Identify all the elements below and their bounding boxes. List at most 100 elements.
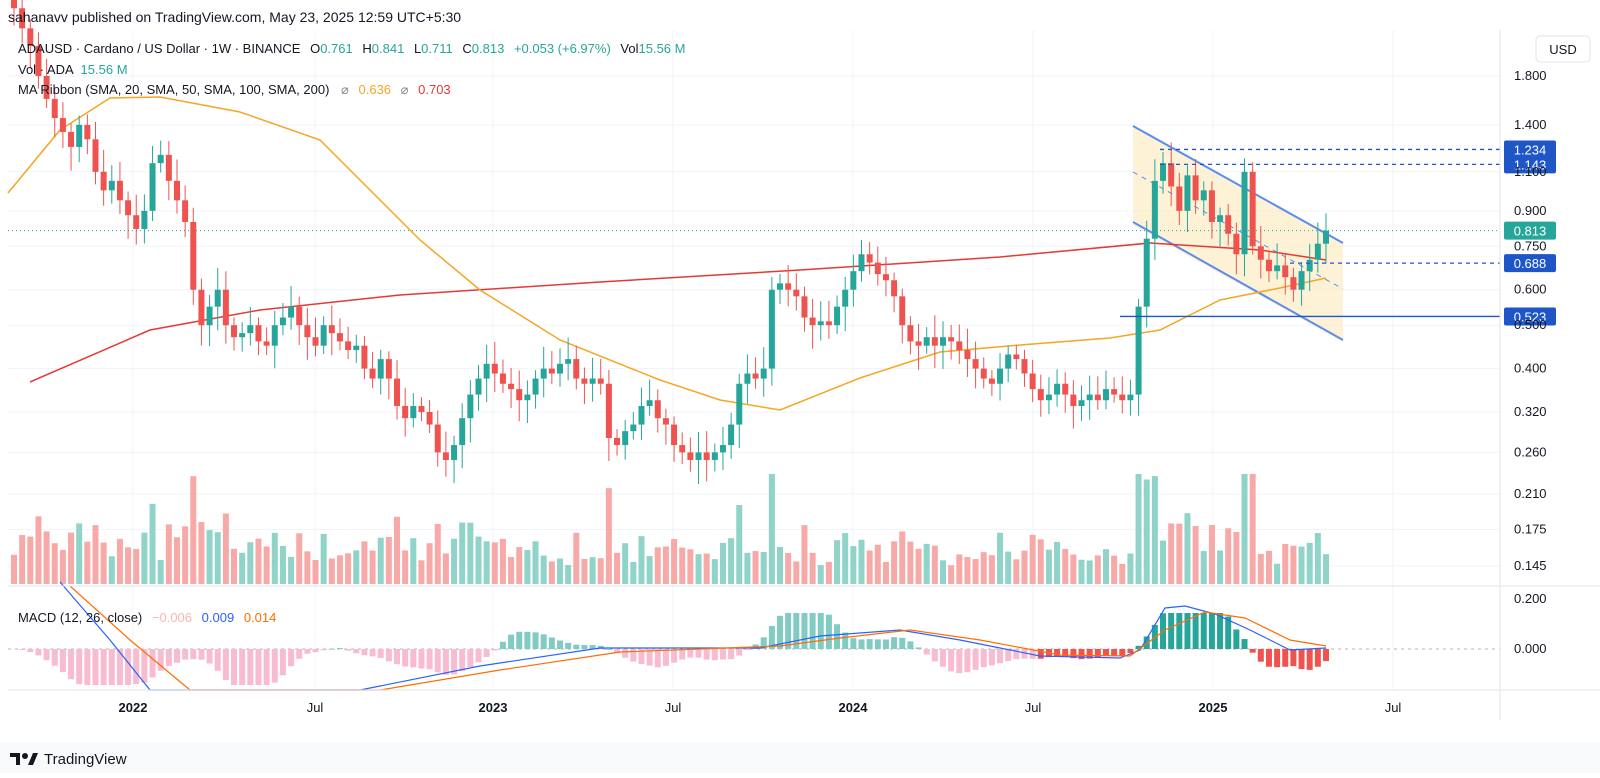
volume-legend[interactable]: Vol · ADA 15.56 M	[18, 62, 128, 77]
candle-body	[972, 359, 979, 369]
candle-body	[817, 321, 824, 326]
macd-bar	[1005, 649, 1012, 662]
candle	[1135, 298, 1142, 416]
macd-bar	[687, 649, 694, 658]
candle-body	[1323, 230, 1329, 244]
candle	[760, 347, 767, 397]
volume-bar	[1208, 524, 1215, 584]
macd-legend[interactable]: MACD (12, 26, close) −0.006 0.009 0.014	[18, 610, 276, 625]
macd-bar	[777, 615, 784, 649]
macd-bar	[980, 649, 987, 668]
macd-signal-value: 0.014	[244, 610, 277, 625]
candle-body	[1298, 271, 1305, 290]
macd-bar	[972, 649, 979, 670]
volume-bar	[451, 538, 458, 584]
macd-bar	[834, 624, 841, 649]
candle	[459, 403, 466, 469]
candle	[1241, 158, 1248, 277]
candle-body	[1257, 246, 1264, 260]
macd-bar	[825, 614, 832, 649]
candle	[1070, 380, 1077, 429]
macd-bar	[304, 649, 311, 654]
candle-body	[475, 378, 482, 395]
volume-bar	[581, 558, 588, 584]
candle-body	[679, 445, 686, 453]
tradingview-logo[interactable]: TradingView	[8, 749, 208, 769]
macd-bar	[1200, 613, 1207, 649]
macd-bar	[939, 649, 946, 667]
macd-bar	[157, 649, 164, 671]
y-tick-label: 0.750	[1514, 238, 1547, 253]
candle-body	[27, 28, 34, 47]
volume-bar	[1290, 545, 1297, 584]
volume-bar	[385, 536, 392, 584]
volume-bar	[1168, 523, 1175, 584]
macd-bar	[1168, 613, 1175, 649]
macd-bar	[459, 649, 466, 672]
macd-bar	[312, 649, 319, 653]
channel-upper	[1132, 125, 1344, 244]
candle	[687, 437, 694, 472]
candle-body	[369, 368, 376, 379]
candle-body	[736, 383, 743, 425]
candle	[353, 334, 360, 363]
candle-body	[1111, 389, 1118, 395]
volume-bar	[711, 559, 718, 584]
macd-bar	[899, 637, 906, 649]
symbol-line[interactable]: ADAUSD · Cardano / US Dollar · 1W · BINA…	[18, 41, 685, 56]
macd-pane	[8, 581, 1500, 691]
candle	[483, 344, 490, 402]
x-tick-label: 2023	[479, 700, 508, 715]
candle-body	[980, 368, 987, 379]
candle-body	[662, 418, 669, 425]
candle	[622, 419, 629, 460]
ma-ribbon-legend[interactable]: MA Ribbon (SMA, 20, SMA, 50, SMA, 100, S…	[18, 82, 451, 97]
y-tick-label: 0.175	[1514, 521, 1547, 536]
candle	[198, 278, 205, 346]
candle	[565, 337, 572, 381]
y-tick-label: 0.210	[1514, 486, 1547, 501]
volume-bar	[638, 536, 645, 584]
candle	[247, 306, 254, 346]
candle	[939, 321, 946, 370]
volume-bar	[809, 552, 816, 584]
candle-body	[467, 394, 474, 419]
volume-bar	[622, 543, 629, 584]
candle-body	[190, 221, 197, 290]
volume-bar	[1176, 523, 1183, 584]
volume-bar	[1233, 531, 1240, 584]
candle	[597, 358, 604, 395]
candle-body	[1208, 190, 1215, 222]
macd-bar	[418, 649, 425, 669]
candle	[320, 316, 327, 354]
macd-bar	[964, 649, 971, 673]
macd-bar	[1143, 636, 1150, 649]
macd-bar	[597, 645, 604, 649]
macd-bar	[801, 613, 808, 649]
volume-bar	[931, 545, 938, 584]
volume-bar	[149, 503, 156, 584]
volume-bar	[141, 532, 148, 584]
candle-body	[524, 394, 531, 401]
volume-bar	[874, 544, 881, 584]
currency-button[interactable]: USD	[1535, 35, 1591, 63]
candle-body	[92, 139, 99, 172]
macd-bar	[662, 649, 669, 666]
volume-bar	[418, 560, 425, 584]
candle	[1225, 203, 1232, 246]
candle	[524, 380, 531, 424]
volume-bar	[630, 561, 637, 584]
candle-body	[279, 317, 286, 326]
candle-body	[84, 124, 91, 140]
macd-bar	[1078, 649, 1085, 660]
macd-bar	[1233, 629, 1240, 649]
candle	[736, 373, 743, 449]
volume-bar	[402, 550, 409, 584]
candle	[173, 159, 180, 214]
candle-body	[825, 321, 832, 326]
candle-body	[1314, 243, 1321, 260]
macd-bar	[931, 649, 938, 662]
candle	[1013, 344, 1020, 370]
volume-bar	[1282, 544, 1289, 584]
